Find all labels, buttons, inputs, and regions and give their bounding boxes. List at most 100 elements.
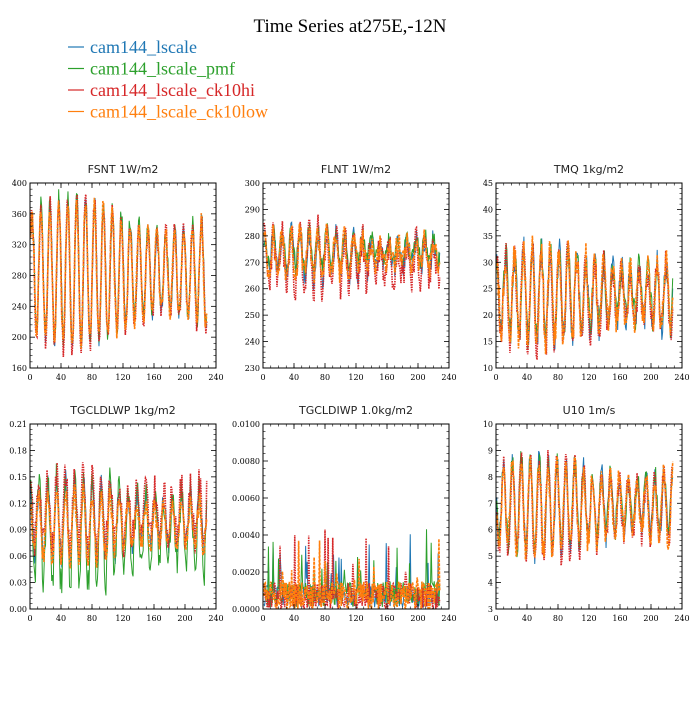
series-line xyxy=(496,235,674,355)
y-tick-label: 250 xyxy=(245,311,260,320)
y-tick-label: 10 xyxy=(483,364,493,373)
y-tick-label: 4 xyxy=(488,579,493,588)
y-tick-label: 240 xyxy=(12,302,27,311)
y-tick-label: 25 xyxy=(483,285,493,294)
panel-title: U10 1m/s xyxy=(563,404,616,417)
legend-entry: cam144_lscale_pmf xyxy=(68,59,235,79)
x-tick-label: 160 xyxy=(146,373,161,382)
y-tick-label: 160 xyxy=(12,364,27,373)
y-tick-label: 230 xyxy=(245,364,260,373)
y-tick-label: 0.0080 xyxy=(232,457,260,466)
panel-title: FLNT 1W/m2 xyxy=(321,163,391,176)
x-tick-label: 120 xyxy=(581,373,596,382)
series-group xyxy=(496,450,674,566)
y-tick-label: 0.0060 xyxy=(232,494,260,503)
x-tick-label: 0 xyxy=(493,373,498,382)
x-tick-label: 120 xyxy=(115,614,130,623)
y-tick-label: 0.0100 xyxy=(232,420,260,429)
x-tick-label: 200 xyxy=(177,373,192,382)
y-tick-label: 7 xyxy=(488,499,493,508)
legend: cam144_lscalecam144_lscale_pmfcam144_lsc… xyxy=(68,37,268,122)
x-tick-label: 80 xyxy=(320,373,330,382)
x-tick-label: 240 xyxy=(441,614,456,623)
x-tick-label: 40 xyxy=(522,373,532,382)
y-tick-label: 3 xyxy=(488,605,493,614)
panel-title: FSNT 1W/m2 xyxy=(88,163,159,176)
legend-label: cam144_lscale_pmf xyxy=(90,59,235,79)
x-tick-label: 240 xyxy=(674,614,689,623)
x-tick-label: 160 xyxy=(379,373,394,382)
y-tick-label: 240 xyxy=(245,338,260,347)
legend-entry: cam144_lscale xyxy=(68,37,197,57)
x-tick-label: 200 xyxy=(410,373,425,382)
x-tick-label: 200 xyxy=(177,614,192,623)
x-tick-label: 240 xyxy=(441,373,456,382)
series-line xyxy=(496,455,674,560)
x-tick-label: 240 xyxy=(674,373,689,382)
y-tick-label: 0.12 xyxy=(9,499,27,508)
y-tick-label: 45 xyxy=(483,179,493,188)
series-line xyxy=(30,483,208,569)
y-tick-label: 40 xyxy=(483,205,493,214)
x-tick-label: 80 xyxy=(320,614,330,623)
x-tick-label: 40 xyxy=(289,373,299,382)
panel-title: TGCLDLWP 1kg/m2 xyxy=(69,404,175,417)
y-tick-label: 0.06 xyxy=(9,552,27,561)
x-tick-label: 80 xyxy=(553,614,563,623)
chart-panel: TGCLDLWP 1kg/m2 0 40 80 120 160 200 240 0.00 0.03… xyxy=(9,404,223,623)
y-tick-label: 360 xyxy=(12,210,27,219)
panel-title: TGCLDIWP 1.0kg/m2 xyxy=(298,404,413,417)
x-tick-label: 200 xyxy=(643,373,658,382)
x-tick-label: 40 xyxy=(289,614,299,623)
chart-panel: FSNT 1W/m2 0 40 80 120 160 200 240 160 200 240 280 3… xyxy=(12,163,224,382)
x-tick-label: 0 xyxy=(27,614,32,623)
series-group xyxy=(263,529,441,609)
y-tick-label: 0.03 xyxy=(9,579,27,588)
series-line xyxy=(30,197,208,349)
series-line xyxy=(496,450,673,566)
y-tick-label: 200 xyxy=(12,333,27,342)
y-tick-label: 270 xyxy=(245,258,260,267)
legend-label: cam144_lscale xyxy=(90,37,197,57)
chart-panel: TMQ 1kg/m2 0 40 80 120 160 200 240 10 15 20 25 30 35 4… xyxy=(483,163,690,382)
x-tick-label: 120 xyxy=(115,373,130,382)
series-line xyxy=(263,223,441,284)
y-tick-label: 0.18 xyxy=(9,446,27,455)
x-tick-label: 120 xyxy=(348,614,363,623)
y-tick-label: 10 xyxy=(483,420,493,429)
x-tick-label: 160 xyxy=(379,614,394,623)
x-tick-label: 240 xyxy=(208,614,223,623)
panel-title: TMQ 1kg/m2 xyxy=(553,163,624,176)
y-tick-label: 0.09 xyxy=(9,526,27,535)
x-tick-label: 0 xyxy=(260,373,265,382)
y-tick-label: 320 xyxy=(12,241,27,250)
x-tick-label: 120 xyxy=(348,373,363,382)
y-tick-label: 290 xyxy=(245,205,260,214)
x-tick-label: 200 xyxy=(410,614,425,623)
y-tick-label: 280 xyxy=(12,272,27,281)
y-tick-label: 0.0000 xyxy=(232,605,260,614)
series-group xyxy=(30,189,208,358)
y-tick-label: 0.0020 xyxy=(232,568,260,577)
series-line xyxy=(263,529,441,609)
chart-panel: TGCLDIWP 1.0kg/m2 0 40 80 120 160 200 240 0.0000… xyxy=(232,404,457,623)
y-tick-label: 280 xyxy=(245,232,260,241)
series-line xyxy=(30,463,208,596)
y-tick-label: 5 xyxy=(488,552,493,561)
legend-label: cam144_lscale_ck10low xyxy=(90,102,268,122)
x-tick-label: 240 xyxy=(208,373,223,382)
y-tick-label: 300 xyxy=(245,179,260,188)
x-tick-label: 40 xyxy=(522,614,532,623)
x-tick-label: 80 xyxy=(553,373,563,382)
chart-panel: FLNT 1W/m2 0 40 80 120 160 200 240 230 240 250 260 2… xyxy=(245,163,457,382)
x-tick-label: 0 xyxy=(260,614,265,623)
y-tick-label: 0.00 xyxy=(9,605,27,614)
figure-title: Time Series at275E,-12N xyxy=(254,16,447,37)
y-tick-label: 35 xyxy=(483,232,493,241)
legend-label: cam144_lscale_ck10hi xyxy=(90,80,255,100)
y-tick-label: 400 xyxy=(12,179,27,188)
y-tick-label: 20 xyxy=(483,311,493,320)
series-group xyxy=(30,462,208,596)
